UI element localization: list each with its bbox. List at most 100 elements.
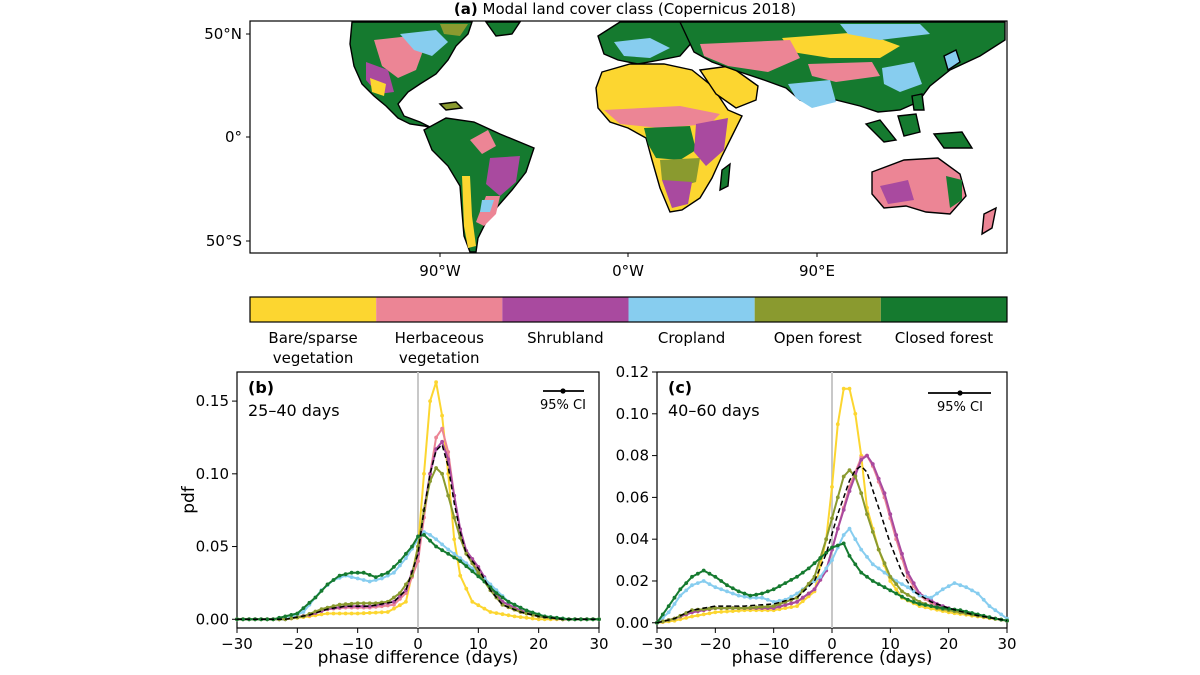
lat-tick-label: 50°S [206, 232, 242, 250]
data-point [530, 610, 535, 615]
data-point [398, 603, 402, 608]
series-all [237, 443, 599, 621]
data-point [713, 585, 718, 590]
data-point [325, 611, 330, 616]
map-panel: (a) Modal land cover class (Copernicus 2… [204, 0, 1008, 280]
panel-label: (c) [668, 378, 692, 397]
data-point [470, 557, 475, 561]
data-point [900, 594, 904, 599]
data-point [684, 616, 689, 620]
region-as-desert [782, 32, 900, 58]
x-tick-label: 30 [589, 635, 608, 653]
data-point [678, 587, 683, 592]
data-point [882, 585, 887, 590]
land-south-america [423, 117, 535, 253]
data-point [440, 439, 444, 444]
data-point [398, 563, 402, 568]
data-point [660, 612, 665, 617]
data-point [975, 591, 980, 596]
land-philippines [911, 93, 925, 111]
y-tick-label: 0.04 [616, 530, 649, 548]
region-as-tibet [808, 62, 880, 82]
data-point [482, 606, 487, 611]
data-point [434, 466, 438, 470]
data-point [730, 609, 735, 613]
x-tick-label: −30 [221, 635, 253, 653]
colorbar-label: Herbaceous [395, 329, 485, 347]
data-point [695, 581, 700, 585]
data-point [952, 581, 957, 585]
data-point [506, 613, 511, 618]
data-point [806, 591, 811, 596]
data-point [876, 582, 881, 586]
x-tick-label: 0 [413, 635, 423, 653]
ci-indicator: 95% CI [540, 388, 586, 413]
data-point [760, 591, 764, 596]
data-point [795, 591, 799, 596]
data-point [385, 573, 390, 578]
data-point [283, 614, 288, 619]
data-point [331, 611, 336, 616]
data-point [464, 564, 469, 569]
ci-marker [957, 390, 963, 396]
lat-tick-label: 50°N [204, 25, 242, 43]
data-point [905, 597, 910, 602]
data-point [859, 491, 864, 496]
data-point [742, 606, 747, 610]
y-tick-label: 0.06 [616, 488, 649, 506]
data-point [684, 588, 689, 593]
data-point [783, 603, 788, 607]
data-point [800, 599, 805, 604]
data-point [830, 545, 834, 550]
map-title-text: Modal land cover class (Copernicus 2018) [483, 0, 797, 18]
data-point [876, 547, 881, 552]
data-point [870, 530, 875, 534]
data-point [241, 617, 245, 622]
region-af-shrubland [694, 118, 728, 166]
data-point [392, 595, 396, 600]
data-point [812, 587, 817, 592]
data-point [736, 593, 741, 598]
data-point [452, 537, 457, 542]
data-point [730, 606, 735, 610]
data-point [742, 591, 747, 596]
colorbar-swatch [376, 297, 503, 322]
lat-tick-label: 0° [225, 128, 242, 146]
data-point [707, 571, 712, 576]
data-point [765, 589, 770, 594]
data-point [536, 617, 541, 622]
data-point [536, 612, 541, 617]
data-point [422, 530, 426, 534]
series-closed-forest [235, 533, 601, 622]
data-point [713, 574, 718, 579]
data-point [905, 585, 910, 590]
colorbar-swatch [502, 297, 629, 322]
data-point [789, 594, 794, 599]
data-point [859, 547, 864, 552]
data-point [666, 604, 671, 608]
data-point [440, 471, 444, 476]
data-point [847, 526, 852, 531]
data-point [725, 606, 729, 610]
data-point [859, 570, 864, 575]
data-point [500, 612, 505, 617]
data-point [476, 570, 481, 575]
land-new-guinea [932, 131, 974, 149]
y-tick-label: 0.15 [196, 392, 229, 410]
data-point [385, 603, 390, 608]
data-point [373, 601, 378, 606]
data-point [765, 604, 770, 609]
data-point [379, 573, 384, 577]
data-point [690, 574, 694, 579]
ci-label: 95% CI [540, 398, 586, 413]
data-point [319, 589, 324, 593]
panel-subtitle: 25–40 days [248, 401, 340, 420]
data-point [964, 585, 969, 590]
data-point [789, 605, 794, 609]
data-point [876, 476, 881, 481]
region-af-congo [644, 126, 696, 160]
data-point [349, 601, 354, 606]
data-point [672, 595, 677, 600]
data-point [446, 457, 451, 462]
